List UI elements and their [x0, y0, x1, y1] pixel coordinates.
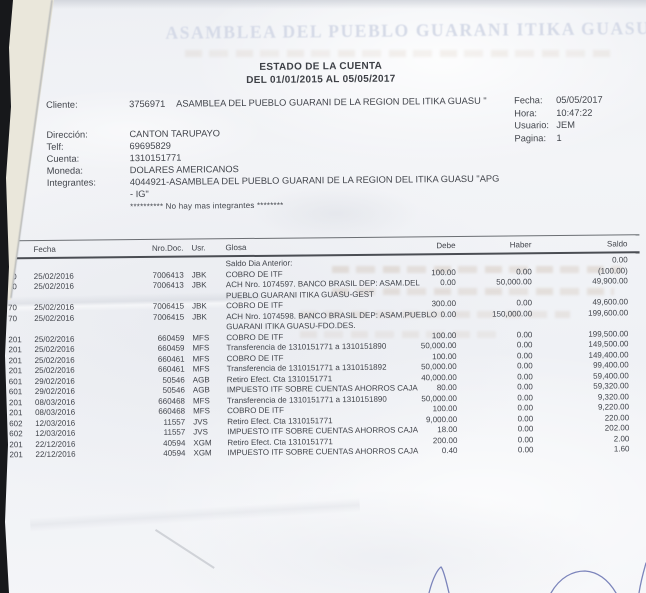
signature-stroke-tail	[638, 562, 646, 593]
bleed-through-artifact	[300, 331, 500, 338]
bleed-through-artifact	[185, 50, 615, 57]
page-top-edge-shadow	[0, 0, 646, 9]
bleed-through-artifact	[300, 311, 570, 318]
signature-stroke-arc	[550, 570, 617, 593]
bleed-through-artifact	[332, 266, 622, 273]
bleed-through-artifact	[332, 288, 614, 295]
signature-strokes	[428, 562, 646, 593]
signature-stroke-spike	[428, 566, 450, 593]
